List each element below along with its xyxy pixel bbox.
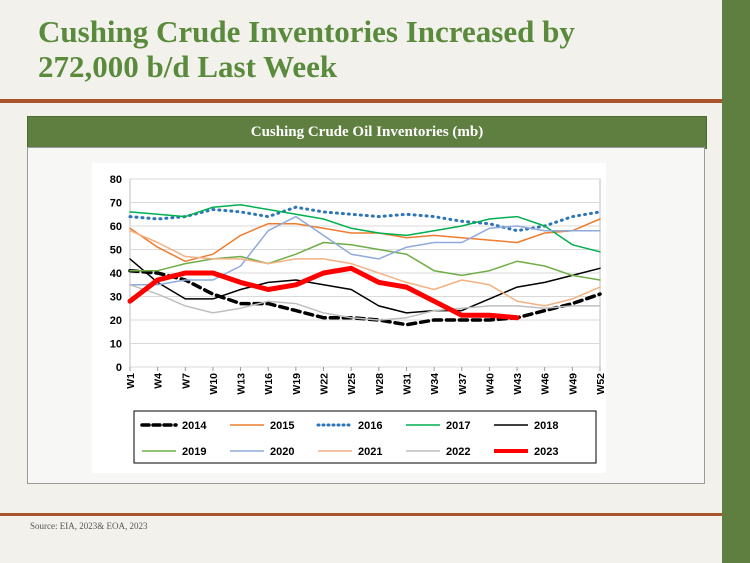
y-tick-label: 70 xyxy=(110,198,122,210)
legend-label-2021: 2021 xyxy=(358,446,382,458)
x-tick-label: W1 xyxy=(125,373,137,389)
chart-title: Cushing Crude Oil Inventories (mb) xyxy=(27,116,707,149)
x-tick-label: W28 xyxy=(374,373,386,395)
legend-label-2022: 2022 xyxy=(446,446,470,458)
slide-title: Cushing Crude Inventories Increased by 2… xyxy=(38,14,575,84)
y-tick-label: 30 xyxy=(110,292,122,304)
legend-label-2020: 2020 xyxy=(270,446,294,458)
y-tick-label: 80 xyxy=(110,174,122,186)
chart-area: 0 10 20 30 40 50 60 70 80 W1 W4 W7 W10 W13 W16 W19 W22 W2… xyxy=(92,163,607,473)
legend-label-2023: 2023 xyxy=(534,446,558,458)
legend-label-2017: 2017 xyxy=(446,420,470,432)
inventory-line-chart: 0 10 20 30 40 50 60 70 80 W1 W4 W7 W10 W13 W16 W19 W22 W2… xyxy=(110,174,607,464)
legend-label-2016: 2016 xyxy=(358,420,382,432)
legend-label-2019: 2019 xyxy=(182,446,206,458)
y-tick-label: 40 xyxy=(110,268,122,280)
legend-label-2018: 2018 xyxy=(534,420,558,432)
x-tick-label: W7 xyxy=(180,373,192,389)
x-tick-label: W4 xyxy=(153,373,165,389)
x-tick-label: W31 xyxy=(401,373,413,395)
x-tick-label: W49 xyxy=(567,373,579,395)
series-line-2020 xyxy=(129,215,601,286)
y-tick-label: 0 xyxy=(116,362,122,374)
right-accent-bar xyxy=(722,0,750,563)
series-line-2023 xyxy=(127,265,520,321)
legend-label-2015: 2015 xyxy=(270,420,294,432)
legend xyxy=(133,410,597,464)
series-line-2015 xyxy=(129,218,601,263)
x-tick-label: W16 xyxy=(263,373,275,395)
x-tick-label: W19 xyxy=(291,373,303,395)
x-tick-label: W13 xyxy=(236,373,248,395)
y-tick-label: 10 xyxy=(110,339,122,351)
x-tick-label: W52 xyxy=(595,373,606,395)
series-line-2016 xyxy=(128,205,602,233)
footer-divider xyxy=(0,513,722,516)
source-note: Source: EIA, 2023& EOA, 2023 xyxy=(30,521,148,531)
legend-label-2014: 2014 xyxy=(182,420,207,432)
x-tick-label: W40 xyxy=(484,373,496,395)
y-tick-label: 50 xyxy=(110,245,122,257)
x-tick-label: W43 xyxy=(512,373,524,395)
x-tick-label: W25 xyxy=(346,373,358,395)
series-line-2017 xyxy=(129,204,601,253)
x-tick-label: W37 xyxy=(457,373,469,395)
x-tick-label: W46 xyxy=(540,373,552,395)
series-line-2022 xyxy=(129,284,601,321)
series-line-2018 xyxy=(129,258,601,314)
y-tick-label: 20 xyxy=(110,315,122,327)
x-tick-label: W10 xyxy=(208,373,220,395)
series-line-2019 xyxy=(129,241,601,281)
x-tick-label: W22 xyxy=(319,373,331,395)
title-divider xyxy=(0,99,722,103)
y-tick-label: 60 xyxy=(110,221,122,233)
x-tick-label: W34 xyxy=(429,373,441,395)
series-line-2021 xyxy=(129,229,601,307)
